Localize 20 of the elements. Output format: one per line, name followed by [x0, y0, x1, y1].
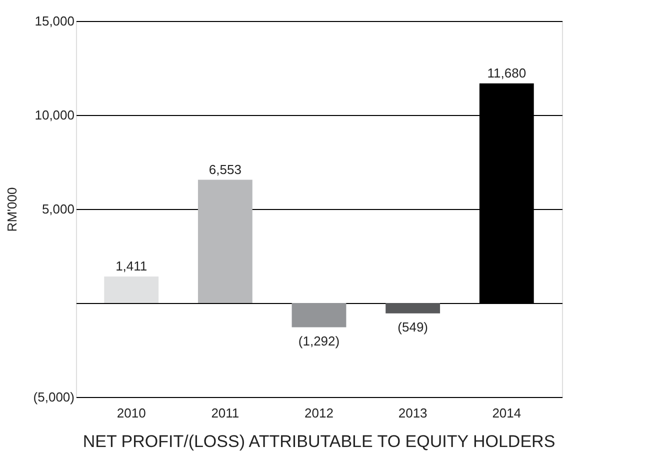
x-tick-label: 2014 — [492, 406, 522, 420]
y-axis-title: RM'000 — [4, 187, 20, 232]
data-label: (1,292) — [298, 333, 340, 348]
bar — [386, 303, 440, 314]
x-tick-label: 2013 — [398, 406, 428, 420]
y-tick-label: 10,000 — [34, 108, 74, 122]
data-label: 11,680 — [487, 65, 526, 80]
x-tick-label: 2011 — [211, 406, 240, 420]
text: NET PROFIT/(LOSS) ATTRIBUTABLE TO EQUITY HOLDERS — [82, 432, 556, 451]
data-label: 6,553 — [208, 162, 242, 177]
data-label: 1,411 — [116, 258, 148, 274]
y-tick-label: 15,000 — [34, 14, 74, 28]
bar — [198, 180, 252, 303]
y-tick-label: 5,000 — [42, 202, 74, 216]
data-label: (549) — [398, 319, 428, 334]
bar — [104, 276, 159, 303]
x-tick-label: 2012 — [304, 406, 334, 420]
y-tick-label: (5,000) — [33, 390, 74, 404]
x-tick-label: 2010 — [116, 406, 146, 420]
bar — [292, 303, 346, 328]
